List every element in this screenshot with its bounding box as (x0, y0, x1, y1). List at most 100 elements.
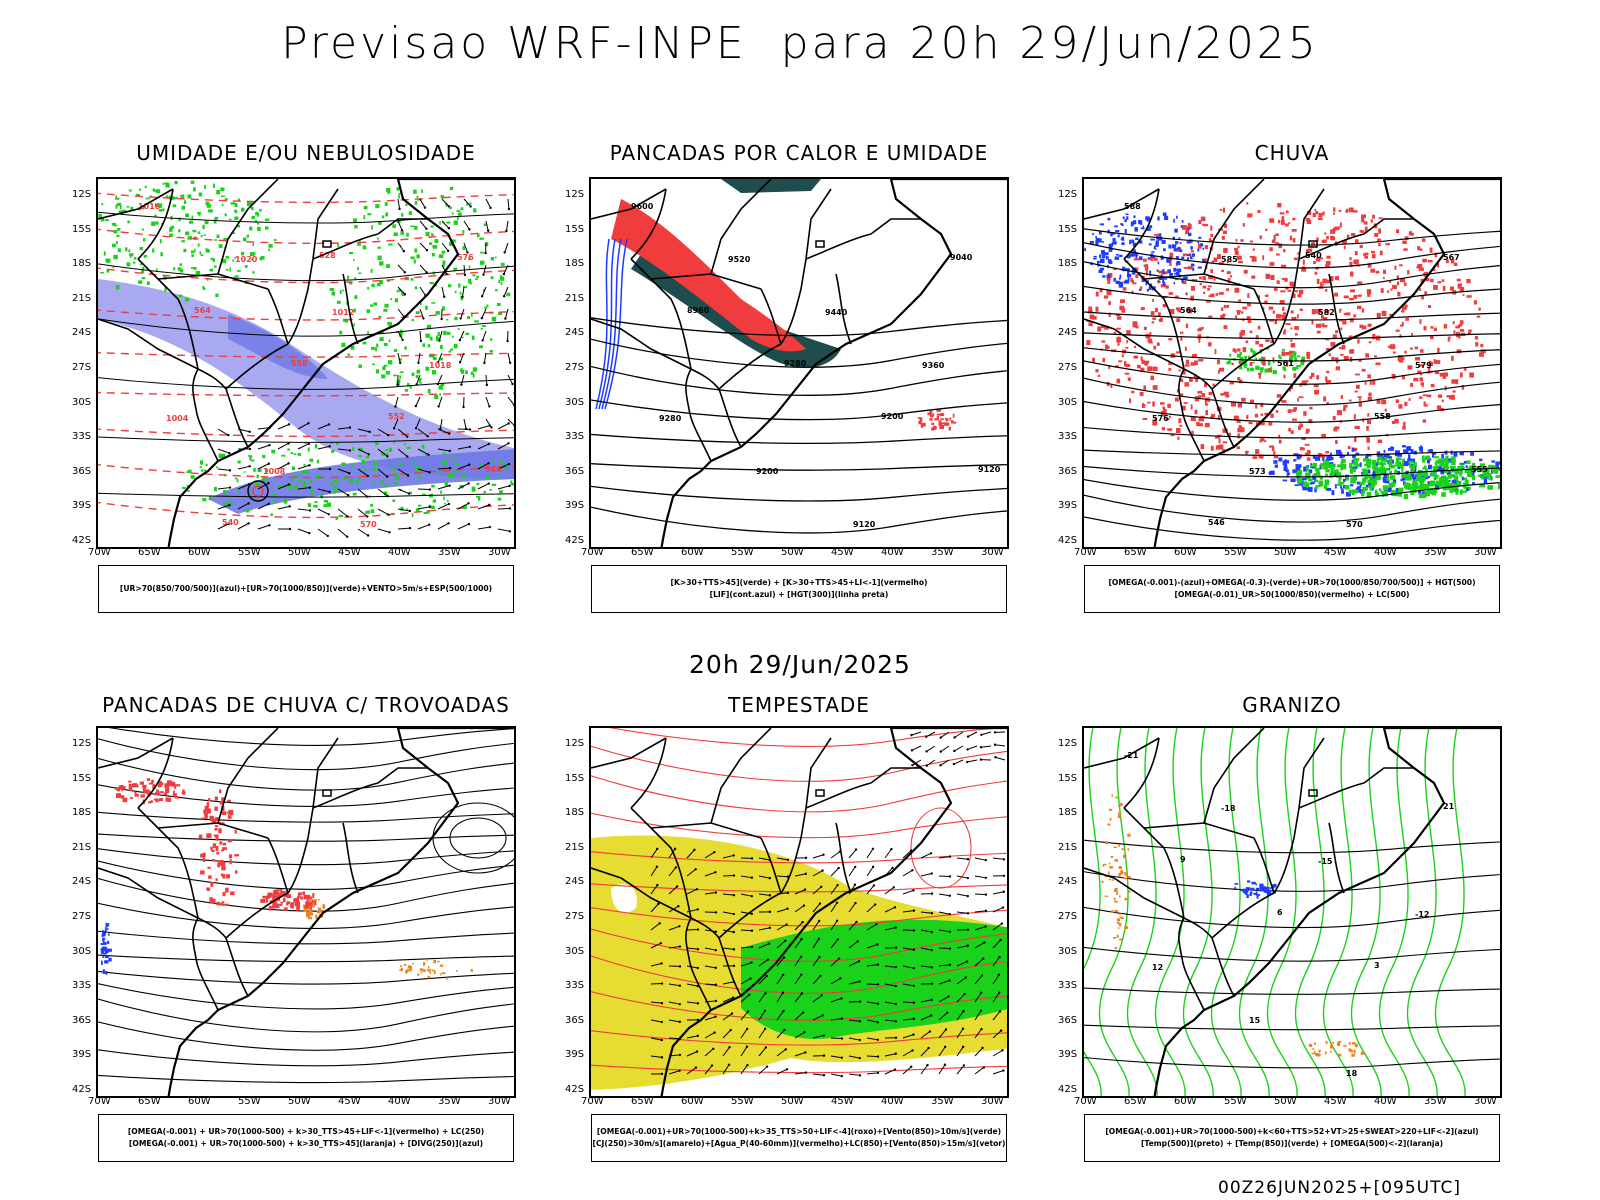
rain-green (1295, 455, 1500, 500)
forecast-map: 1016 1020 1012 1018 1004 1008 570 576 564 558 552 5… (96, 177, 516, 549)
latitude-tick-label: 33S (72, 980, 92, 992)
low-level-humidity-south (182, 440, 514, 520)
low-level-humidity (98, 180, 277, 302)
political-border (267, 837, 289, 894)
longitude-tick-label: 60W (681, 547, 704, 558)
latitude-tick-label: 42S (72, 1084, 92, 1095)
isoline (1084, 478, 1500, 501)
contour-value-label: 585 (1221, 255, 1238, 264)
political-border (1211, 892, 1275, 939)
low-pressure-center-inner (252, 485, 264, 497)
panel-title: PANCADAS POR CALOR E UMIDADE (609, 141, 989, 165)
latitude-tick-label: 33S (72, 431, 92, 443)
longitude-tick-label: 60W (1174, 547, 1197, 558)
political-border (630, 188, 667, 260)
political-border (591, 867, 692, 919)
longitude-tick-label: 35W (438, 1096, 461, 1107)
map-basemap (591, 728, 1007, 1096)
political-border (1298, 737, 1325, 809)
isoline (591, 485, 1007, 502)
map-basemap (1084, 179, 1500, 547)
contour-lines (591, 728, 1007, 1074)
isoline (1084, 516, 1500, 541)
latitude-tick-label: 27S (72, 911, 92, 922)
isoline (591, 883, 1007, 893)
isoline (591, 463, 1007, 471)
isoline (1084, 377, 1500, 406)
isoline (98, 1049, 514, 1067)
latitude-tick-label: 24S (1058, 327, 1078, 339)
legend-line: [UR>70(850/700/500)](azul)+[UR>70(1000/8… (119, 584, 493, 593)
isoline (591, 851, 1007, 864)
isoline (98, 970, 514, 985)
forecast-map (589, 726, 1009, 1098)
isoline (1084, 449, 1500, 457)
contour-lines (98, 211, 514, 498)
longitude-tick-label: 55W (238, 1096, 261, 1107)
political-border (1298, 233, 1365, 260)
storm-red-north (114, 778, 186, 805)
contour-value-label: 9200 (881, 412, 904, 421)
isoline (1084, 332, 1500, 340)
longitude-tick-label: 30W (488, 547, 511, 558)
contour-value-label: 528 (319, 251, 336, 260)
longitude-tick-label: 40W (1374, 1096, 1397, 1107)
latitude-tick-label: 15S (72, 772, 92, 784)
contour-value-label: -18 (1221, 804, 1236, 813)
longitude-tick-label: 35W (438, 547, 461, 558)
political-border (225, 892, 289, 939)
longitude-tick-label: 50W (288, 547, 311, 558)
political-border (1123, 807, 1185, 919)
contour-value-label: -15 (1318, 857, 1333, 866)
isoline (1084, 494, 1500, 523)
isoline (108, 728, 514, 746)
federal-district-marker (1308, 789, 1318, 797)
isoline (591, 399, 1007, 421)
contour-value-label: 1004 (166, 414, 189, 423)
latitude-tick-label: 21S (1058, 292, 1078, 304)
clear-area (611, 884, 637, 913)
latitude-tick-label: 30S (72, 945, 92, 957)
isoline (591, 365, 1007, 396)
isoline (1084, 360, 1500, 385)
latitude-tick-label: 21S (565, 841, 585, 853)
political-border (1178, 368, 1205, 462)
isoline (1084, 401, 1500, 423)
longitude-tick-label: 70W (1074, 547, 1097, 558)
map-canvas (98, 728, 514, 1096)
low-level-humidity-east (329, 186, 511, 399)
contour-value-label: 558 (291, 359, 308, 368)
political-border (805, 737, 832, 809)
isoline (591, 991, 1007, 1021)
contour-value-label: 9120 (853, 520, 876, 529)
isoline (591, 338, 1007, 368)
isoline (98, 492, 514, 498)
map-canvas: -21 -18 -15 -12 12 15 18 21 9 6 3 (1084, 728, 1500, 1096)
political-border (1273, 807, 1300, 894)
map-canvas (591, 728, 1007, 1096)
longitude-tick-label: 45W (338, 1096, 361, 1107)
political-border (1363, 218, 1414, 235)
isoline (98, 351, 514, 358)
latitude-tick-label: 24S (72, 327, 92, 339)
humidity-core-north (228, 314, 328, 379)
isoline (1084, 261, 1500, 289)
political-border (1178, 917, 1205, 1011)
latitude-tick-label: 12S (72, 738, 92, 749)
longitude-tick-label: 40W (881, 547, 904, 558)
longitude-tick-label: 65W (631, 1096, 654, 1107)
humidity-core (208, 449, 514, 514)
contour-value-label: 9280 (659, 414, 682, 423)
political-border (1123, 737, 1160, 809)
circulation-850 (910, 807, 972, 889)
political-border (835, 822, 852, 894)
latitude-tick-label: 15S (565, 772, 585, 784)
forecast-map: -21 -18 -15 -12 12 15 18 21 9 6 3 (1082, 726, 1502, 1098)
political-border (1143, 822, 1255, 839)
instability-zone-strong (611, 199, 806, 352)
political-border (591, 318, 692, 370)
political-border (1203, 179, 1265, 275)
panel-legend: [OMEGA(-0.001)+UR>70(1000-500)+k<60+TTS>… (1084, 1114, 1500, 1162)
isoline (1084, 987, 1500, 995)
longitude-tick-label: 45W (831, 547, 854, 558)
